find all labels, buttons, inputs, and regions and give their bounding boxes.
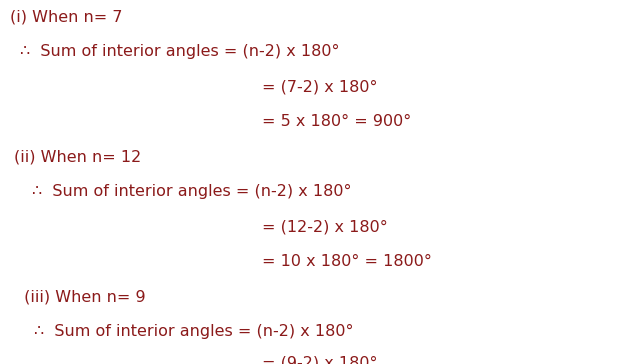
Text: (ii) When n= 12: (ii) When n= 12 — [14, 149, 141, 164]
Text: (iii) When n= 9: (iii) When n= 9 — [19, 289, 146, 304]
Text: (i) When n= 7: (i) When n= 7 — [10, 9, 122, 24]
Text: = 10 x 180° = 1800°: = 10 x 180° = 1800° — [262, 254, 432, 269]
Text: ∴  Sum of interior angles = (n-2) x 180°: ∴ Sum of interior angles = (n-2) x 180° — [32, 184, 352, 199]
Text: = 5 x 180° = 900°: = 5 x 180° = 900° — [262, 114, 412, 129]
Text: ∴  Sum of interior angles = (n-2) x 180°: ∴ Sum of interior angles = (n-2) x 180° — [20, 44, 339, 59]
Text: = (7-2) x 180°: = (7-2) x 180° — [262, 79, 378, 94]
Text: ∴  Sum of interior angles = (n-2) x 180°: ∴ Sum of interior angles = (n-2) x 180° — [34, 324, 354, 339]
Text: = (12-2) x 180°: = (12-2) x 180° — [262, 219, 388, 234]
Text: = (9-2) x 180°: = (9-2) x 180° — [262, 356, 378, 364]
